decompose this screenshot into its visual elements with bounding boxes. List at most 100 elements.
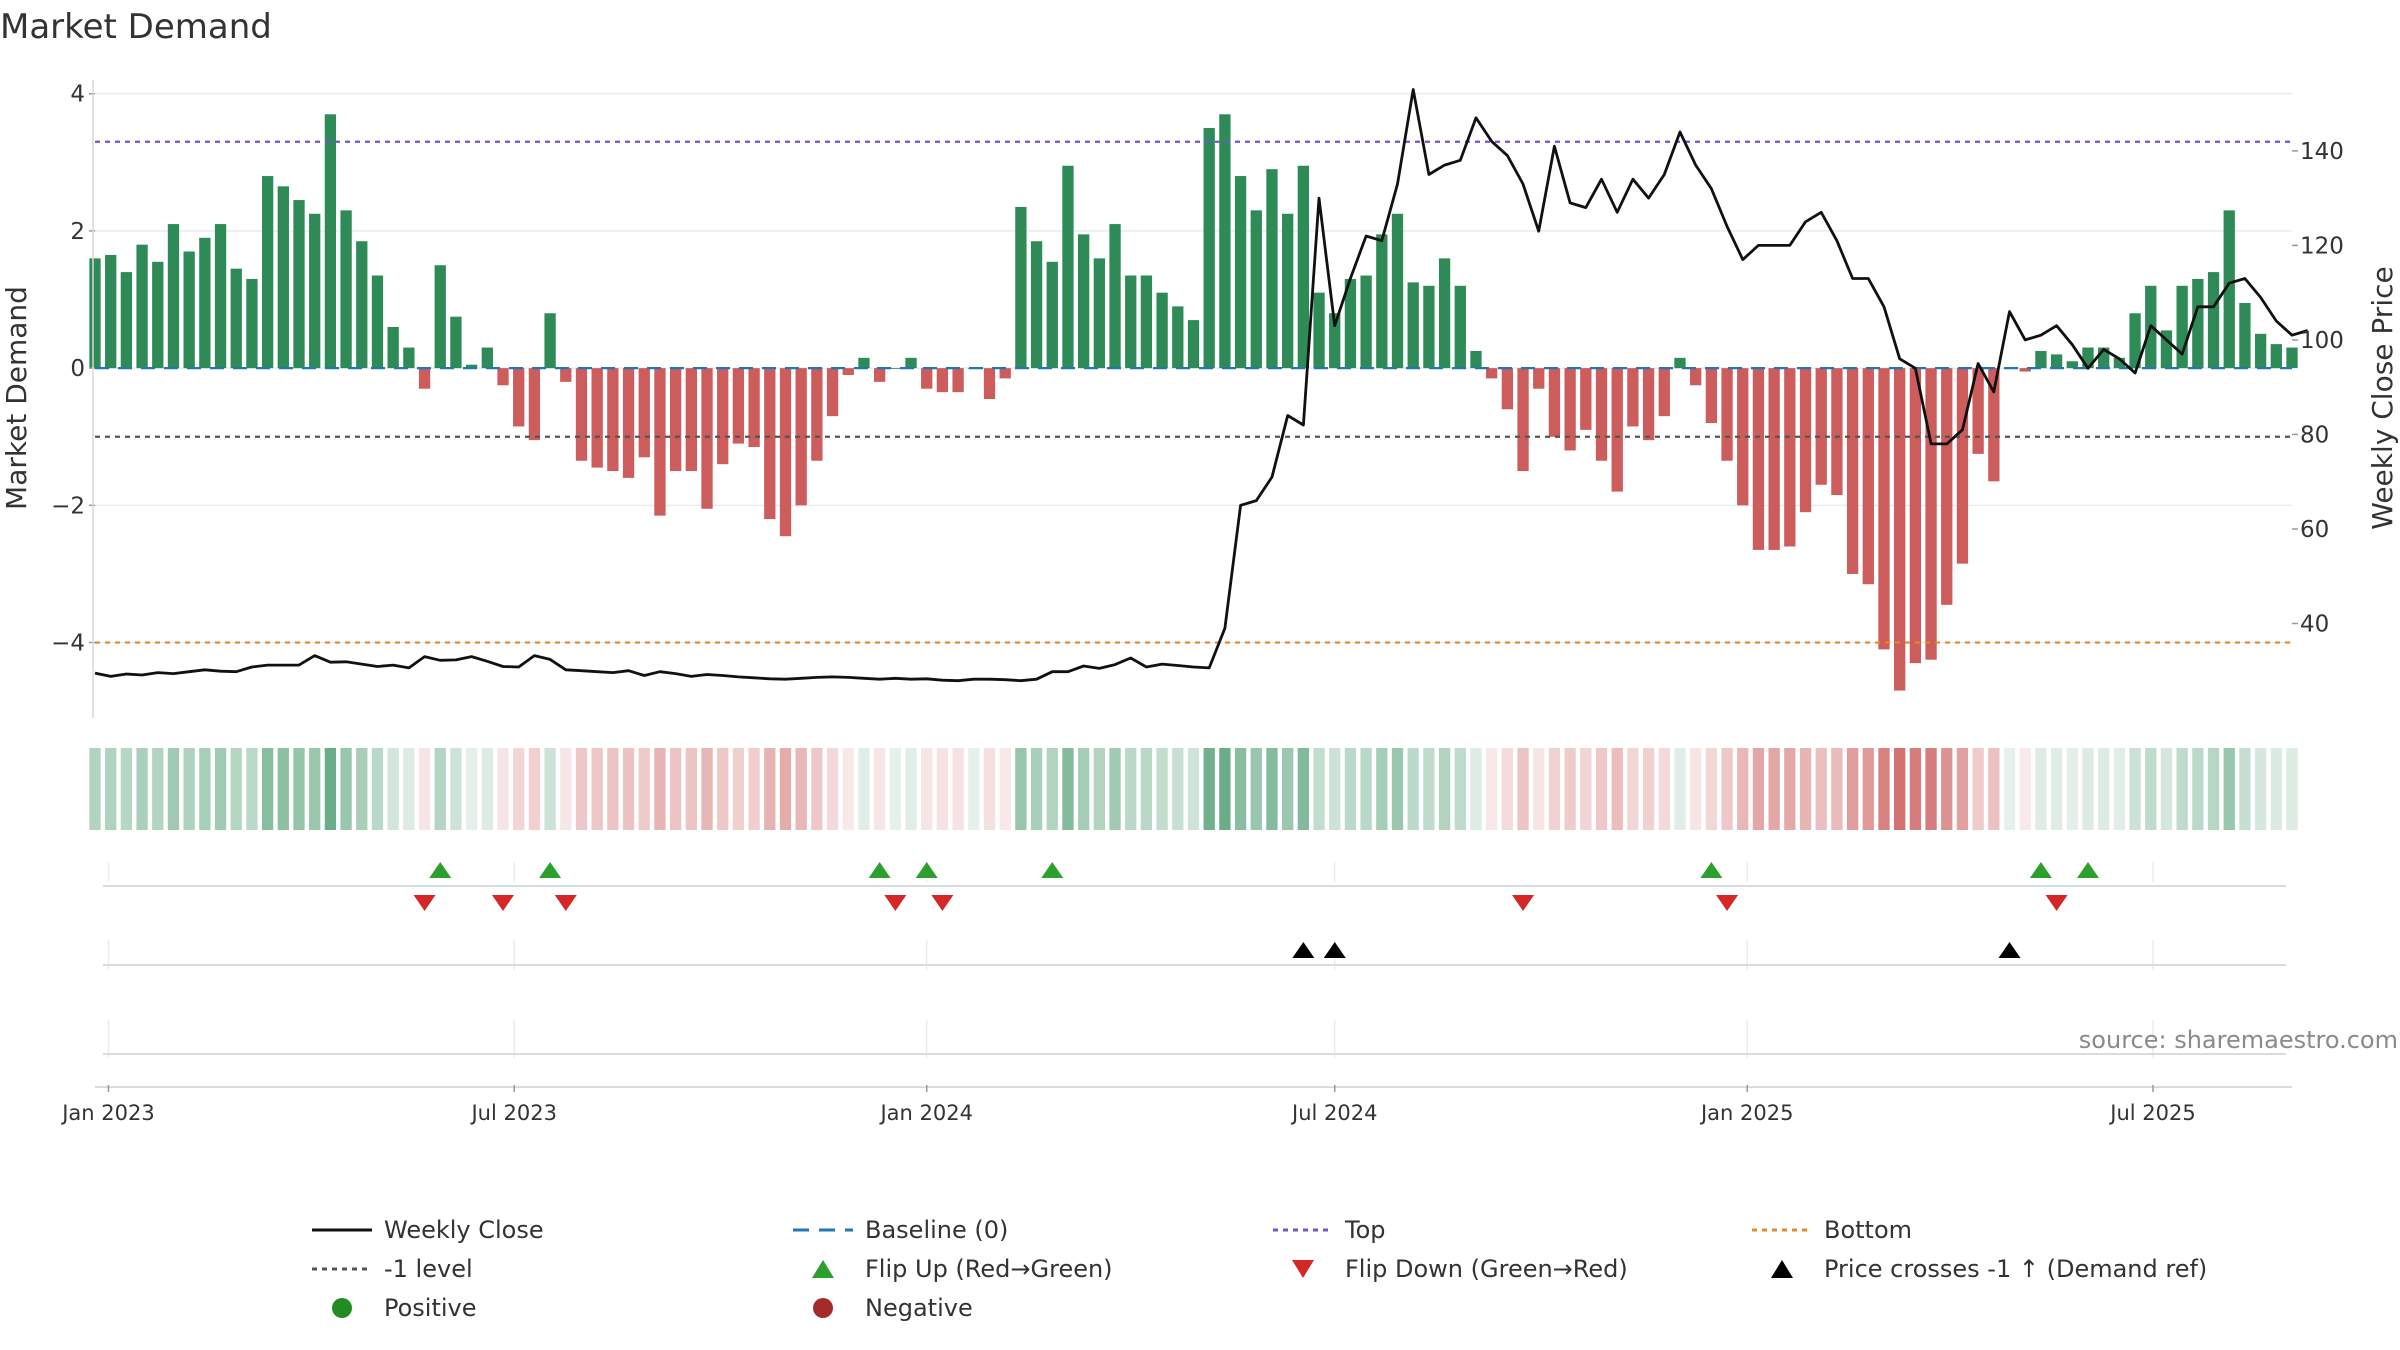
demand-bar <box>1078 234 1090 369</box>
demand-bar <box>1642 368 1655 441</box>
demand-bar <box>1674 357 1686 369</box>
demand-bar <box>89 258 101 369</box>
demand-bar <box>2082 347 2094 369</box>
demand-bar <box>1533 368 1545 389</box>
demand-bar <box>434 265 446 369</box>
demand-bar <box>324 114 337 369</box>
strip-cell <box>230 748 242 830</box>
strip-cell <box>1595 748 1608 830</box>
strip-cell <box>2035 748 2047 830</box>
demand-bar <box>1250 210 1262 369</box>
legend-item-negative: Negative <box>813 1294 973 1322</box>
strip-cell <box>1172 748 1184 830</box>
strip-cell <box>1815 748 1827 830</box>
strip-cell <box>1564 748 1576 830</box>
strip-cell <box>779 748 792 830</box>
strip-cell <box>105 748 117 830</box>
demand-bar <box>1941 368 1953 605</box>
y-tick-label-right: 100 <box>2300 328 2344 354</box>
demand-bar <box>1329 313 1341 369</box>
demand-bar <box>513 368 525 427</box>
demand-bar <box>2207 272 2220 369</box>
demand-bar <box>214 224 227 369</box>
demand-bar <box>921 368 933 389</box>
strip-cell <box>1125 748 1137 830</box>
strip-cell <box>1752 748 1765 830</box>
strip-cell <box>544 748 556 830</box>
strip-cell <box>261 748 274 830</box>
strip-cell <box>497 748 509 830</box>
strip-cell <box>418 748 431 830</box>
strip-cell <box>1925 748 1937 830</box>
strip-cell <box>1768 748 1780 830</box>
y-tick-label-left: 0 <box>70 356 85 382</box>
strip-cell <box>2003 748 2016 830</box>
strip-cell <box>1690 748 1702 830</box>
strip-cell <box>905 748 917 830</box>
demand-bar <box>1988 368 2000 482</box>
grid <box>95 92 2292 1058</box>
demand-bar <box>1627 368 1639 427</box>
flip-down-marker <box>2045 895 2068 911</box>
demand-bar <box>607 368 619 472</box>
strip-cell <box>1674 748 1686 830</box>
strip-cell <box>1548 748 1561 830</box>
demand-bar <box>1376 234 1388 369</box>
x-tick-label: Jan 2024 <box>878 1101 973 1125</box>
legend-label: Positive <box>384 1294 477 1322</box>
demand-bar <box>936 368 949 393</box>
demand-bar <box>1517 368 1529 472</box>
flip-down-marker <box>1512 895 1535 911</box>
x-tick-label: Jul 2025 <box>2108 1101 2195 1125</box>
demand-bar <box>309 213 321 369</box>
demand-bar <box>873 368 886 382</box>
strip-cell <box>1658 748 1670 830</box>
demand-bar <box>1156 292 1168 369</box>
demand-bar <box>2113 357 2126 369</box>
flip-up-marker <box>2076 862 2099 878</box>
demand-bar <box>1187 320 1200 369</box>
strip-cell <box>701 748 713 830</box>
strip-cell <box>1941 748 1953 830</box>
strip-cell <box>1705 748 1718 830</box>
demand-bar <box>528 368 541 441</box>
strip-cell <box>1580 748 1592 830</box>
flip-up-marker <box>2029 862 2052 878</box>
demand-bar <box>1423 285 1435 369</box>
demand-bar <box>481 347 493 369</box>
demand-bar <box>120 272 133 369</box>
strip-cell <box>2113 748 2126 830</box>
strip-cell <box>1297 748 1309 830</box>
level-lines <box>95 140 2292 644</box>
strip-cell <box>1737 748 1749 830</box>
strip-cell <box>1234 748 1247 830</box>
demand-bar <box>748 368 760 448</box>
strip-cell <box>1454 748 1466 830</box>
strip-cell <box>277 748 289 830</box>
strip-cell <box>403 748 415 830</box>
strip-cell <box>952 748 964 830</box>
y-tick-label-left: −4 <box>51 631 85 657</box>
demand-bar <box>1564 368 1576 451</box>
strip-cell <box>1203 748 1215 830</box>
demand-bar <box>418 368 431 389</box>
strip-cell <box>1784 748 1796 830</box>
demand-bar <box>2019 368 2031 372</box>
strip-cell <box>1721 748 1733 830</box>
demand-bar <box>952 368 964 393</box>
legend-label: Flip Up (Red→Green) <box>865 1255 1113 1283</box>
demand-bar <box>2129 313 2141 369</box>
strip-cell <box>685 748 697 830</box>
strip-cell <box>1391 748 1404 830</box>
demand-bar <box>591 368 603 468</box>
strip-cell <box>1109 748 1121 830</box>
demand-bar <box>183 251 195 369</box>
demand-bar <box>2270 344 2282 369</box>
demand-bar <box>1721 368 1733 461</box>
strip-cell <box>2254 748 2267 830</box>
demand-bar <box>1062 165 1074 369</box>
strip-cell <box>1360 748 1372 830</box>
demand-bar <box>450 316 462 369</box>
source-note: source: sharemaestro.com <box>2079 1026 2398 1054</box>
demand-bar <box>1046 261 1058 369</box>
